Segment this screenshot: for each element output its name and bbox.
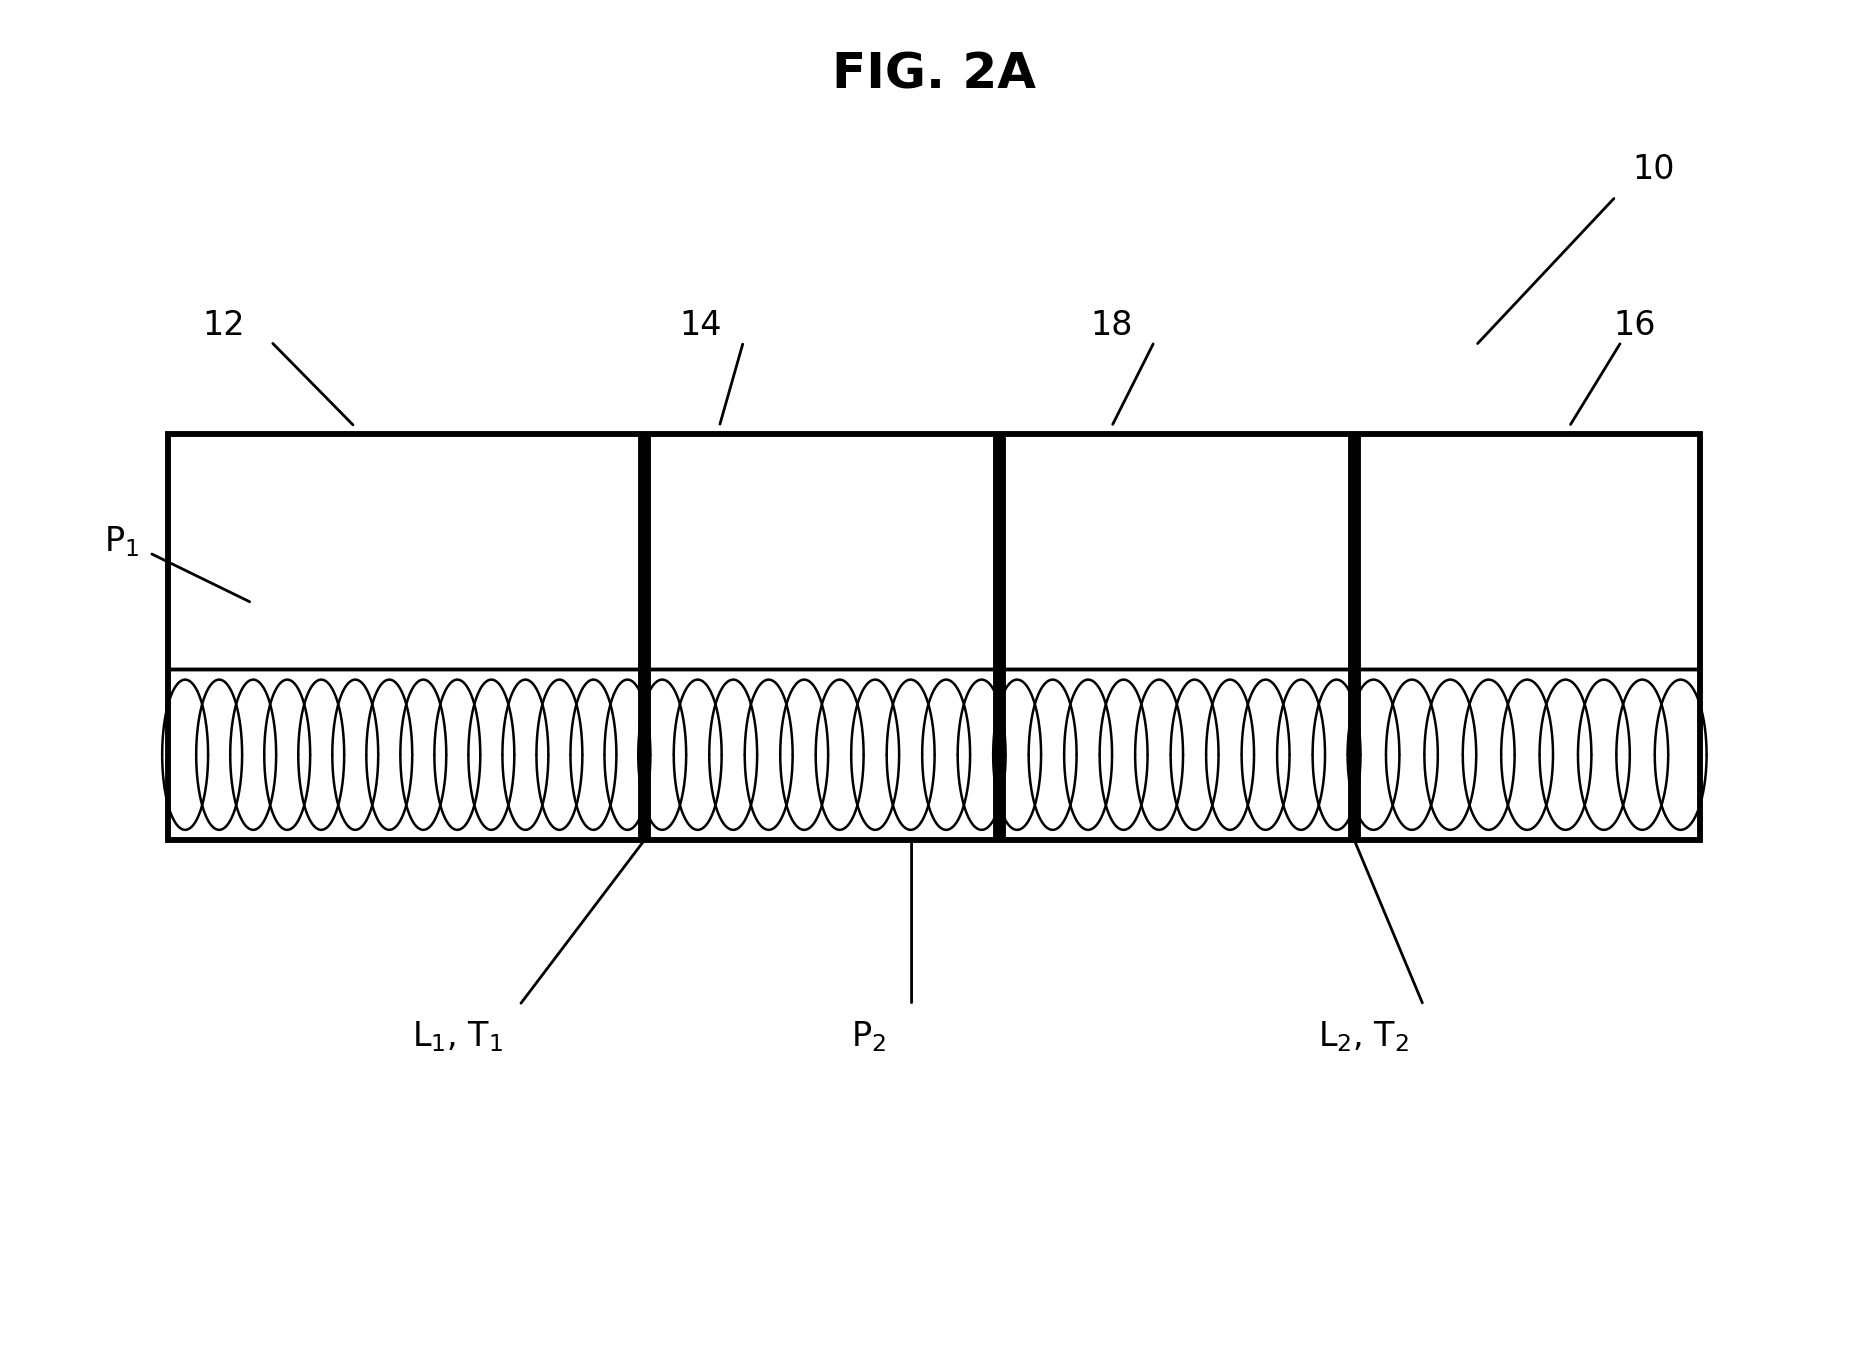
Text: 16: 16 — [1614, 309, 1655, 341]
Text: 18: 18 — [1091, 309, 1132, 341]
Text: L$_2$, T$_2$: L$_2$, T$_2$ — [1319, 1019, 1408, 1054]
Text: 12: 12 — [204, 309, 245, 341]
Text: L$_1$, T$_1$: L$_1$, T$_1$ — [413, 1019, 502, 1054]
Bar — [168, 434, 1700, 840]
Text: P$_2$: P$_2$ — [852, 1019, 885, 1054]
Text: P$_1$: P$_1$ — [105, 524, 138, 560]
Text: 10: 10 — [1633, 153, 1674, 186]
Text: FIG. 2A: FIG. 2A — [831, 50, 1037, 99]
Bar — [168, 434, 1700, 840]
Text: 14: 14 — [680, 309, 721, 341]
